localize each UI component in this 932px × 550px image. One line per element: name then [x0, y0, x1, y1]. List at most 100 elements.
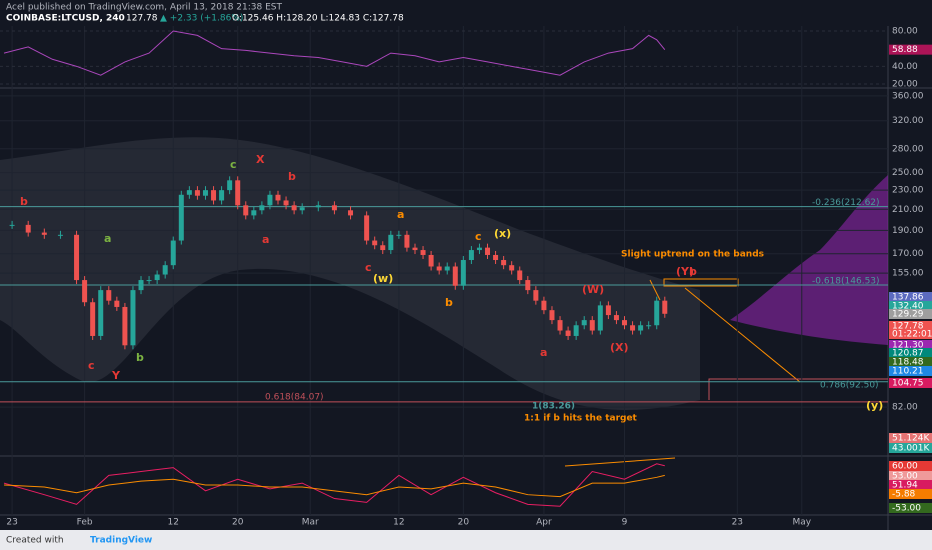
candle — [501, 260, 507, 266]
candle — [525, 280, 531, 291]
candle — [646, 325, 652, 327]
range-box — [708, 378, 888, 400]
price-label: 129.29 — [892, 310, 924, 320]
candle — [194, 190, 200, 196]
candle — [662, 300, 668, 314]
annotation: (w) — [373, 272, 393, 285]
price-label: 137.86 — [892, 293, 924, 303]
candle — [227, 180, 233, 191]
volume-label: 43.001K — [892, 444, 930, 454]
price-label-box — [889, 321, 932, 331]
price-label-box — [889, 309, 932, 319]
level-label: 0.786(92.50) — [820, 380, 879, 390]
candle — [41, 232, 47, 235]
candle — [82, 280, 88, 303]
candle — [9, 224, 15, 226]
annotation: (Y) — [676, 265, 694, 278]
arrow — [564, 457, 676, 467]
annotation: b — [445, 296, 453, 309]
footer-bar — [0, 530, 932, 550]
candle — [485, 247, 491, 255]
x-tick-label: Feb — [77, 518, 93, 528]
candle — [219, 190, 225, 201]
annotation: a — [540, 346, 547, 359]
candle — [452, 266, 458, 286]
osc-label: 60.00 — [892, 462, 918, 472]
price-label: 104.75 — [892, 379, 924, 389]
annotation: b — [136, 351, 144, 364]
candle — [202, 190, 208, 196]
price-label: 121.30 — [892, 341, 924, 351]
y-tick-label: 280.00 — [892, 144, 924, 154]
candle — [589, 320, 595, 331]
candle — [178, 194, 184, 241]
x-tick-label: Mar — [302, 518, 319, 528]
x-tick-label: 23 — [732, 518, 743, 528]
annotation: (x) — [494, 227, 511, 240]
change: ▲ +2.33 (+1.86%) — [160, 14, 243, 24]
level-label: -0.236(212.62) — [812, 198, 880, 208]
annotation: c — [475, 230, 482, 243]
footer-text: Created with — [6, 536, 64, 546]
y-tick-label: 230.00 — [892, 186, 924, 196]
price-label-box — [889, 340, 932, 350]
annotation: a — [104, 232, 111, 245]
candle — [122, 306, 128, 346]
arrow — [649, 279, 661, 301]
candle — [388, 234, 394, 251]
candle — [74, 234, 80, 281]
annotation: Y — [111, 369, 121, 382]
candle — [533, 290, 539, 301]
price-label: 110.21 — [892, 367, 924, 377]
candle — [348, 210, 354, 216]
annotation: (X) — [610, 341, 629, 354]
x-tick-label: 23 — [6, 518, 17, 528]
x-tick-label: 12 — [168, 518, 179, 528]
oscillator-line — [4, 474, 665, 498]
price-label: 127.78 — [892, 322, 924, 332]
x-tick-label: 20 — [232, 518, 244, 528]
last: 127.78 — [126, 14, 158, 24]
candle — [162, 265, 168, 275]
annotation: 1(83.26) — [532, 402, 575, 412]
candle — [597, 305, 603, 331]
price-label: 132.40 — [892, 302, 924, 312]
rsi-tick-label: 80.00 — [892, 26, 918, 36]
candle — [114, 300, 120, 307]
annotation: c — [88, 359, 95, 372]
volume-label: 51.124K — [892, 434, 930, 444]
annotation: (W) — [582, 283, 604, 296]
candle — [605, 305, 611, 316]
candle — [404, 234, 410, 248]
candle — [638, 325, 644, 331]
y-tick-label: 320.00 — [892, 116, 924, 126]
candle — [509, 265, 515, 271]
volume-label-box — [889, 433, 932, 443]
oscillator-line — [3, 463, 665, 507]
price-label-box — [889, 366, 932, 376]
candle — [444, 266, 450, 271]
candle — [412, 247, 418, 251]
volume-profile — [730, 175, 888, 345]
y-tick-label: 250.00 — [892, 168, 924, 178]
candle — [315, 205, 321, 208]
candle — [565, 330, 571, 336]
osc-label: -5.88 — [892, 490, 916, 500]
candle — [211, 190, 217, 201]
rsi-tick-label: 40.00 — [892, 62, 918, 72]
annotation: (y) — [866, 399, 883, 412]
candle — [138, 280, 144, 291]
annotation: b — [689, 265, 697, 278]
candle — [549, 310, 555, 321]
price-label-box — [889, 292, 932, 302]
candle — [267, 194, 273, 206]
candle — [420, 250, 426, 255]
candle — [573, 325, 579, 336]
x-tick-label: 20 — [458, 518, 470, 528]
price-label-box — [889, 329, 932, 339]
candle — [275, 194, 281, 201]
rsi-line — [3, 30, 666, 76]
osc-label: 51.94 — [892, 481, 918, 491]
candle — [613, 315, 619, 321]
